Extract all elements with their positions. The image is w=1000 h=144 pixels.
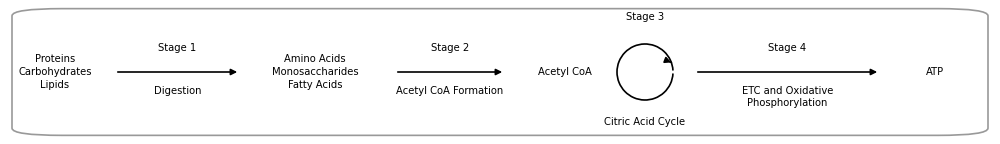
Text: Acetyl CoA: Acetyl CoA <box>538 67 592 77</box>
Text: Stage 1: Stage 1 <box>158 43 197 53</box>
Text: Acetyl CoA Formation: Acetyl CoA Formation <box>396 86 504 96</box>
Text: Digestion: Digestion <box>154 86 201 96</box>
Text: Citric Acid Cycle: Citric Acid Cycle <box>604 117 686 127</box>
FancyBboxPatch shape <box>12 9 988 135</box>
Text: ATP: ATP <box>926 67 944 77</box>
Text: Stage 3: Stage 3 <box>626 12 664 22</box>
Text: ETC and Oxidative
Phosphorylation: ETC and Oxidative Phosphorylation <box>742 86 833 108</box>
Text: Proteins
Carbohydrates
Lipids: Proteins Carbohydrates Lipids <box>18 54 92 90</box>
Text: Stage 4: Stage 4 <box>768 43 807 53</box>
Text: Stage 2: Stage 2 <box>431 43 469 53</box>
Text: Amino Acids
Monosaccharides
Fatty Acids: Amino Acids Monosaccharides Fatty Acids <box>272 54 358 90</box>
